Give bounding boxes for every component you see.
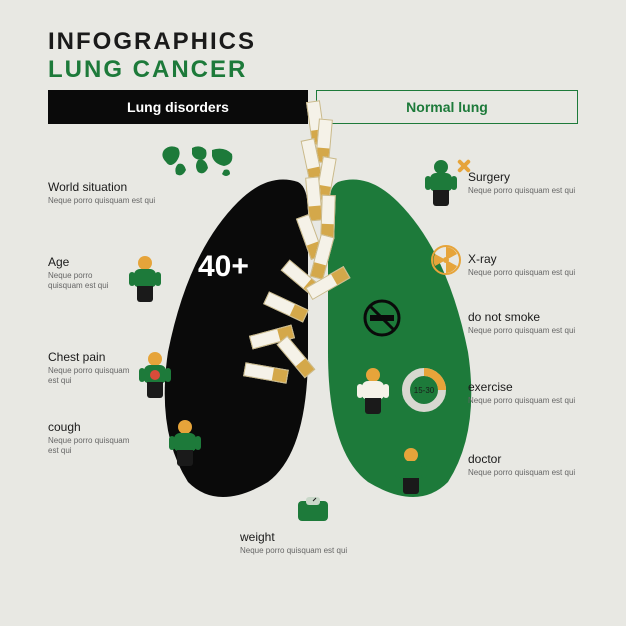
item-age: Age Neque porro quisquam est qui [48, 255, 128, 291]
item-world-situation: World situation Neque porro quisquam est… [48, 180, 188, 206]
tab-right-label: Normal lung [406, 99, 488, 115]
item-title: Chest pain [48, 350, 138, 364]
item-title: Age [48, 255, 128, 269]
item-body: Neque porro quisquam est qui [48, 366, 138, 386]
item-title: X-ray [468, 252, 588, 266]
item-no-smoke: do not smoke Neque porro quisquam est qu… [468, 310, 588, 336]
title-block: INFOGRAPHICS LUNG CANCER [48, 28, 256, 84]
item-body: Neque porro quisquam est qui [48, 436, 138, 456]
tab-normal-lung: Normal lung [316, 90, 578, 124]
item-surgery: Surgery Neque porro quisquam est qui [468, 170, 588, 196]
item-title: World situation [48, 180, 188, 194]
item-body: Neque porro quisquam est qui [468, 396, 588, 406]
item-cough: cough Neque porro quisquam est qui [48, 420, 138, 456]
item-exercise: exercise Neque porro quisquam est qui [468, 380, 588, 406]
no-smoke-icon [362, 298, 402, 338]
item-body: Neque porro quisquam est qui [468, 268, 588, 278]
item-chest-pain: Chest pain Neque porro quisquam est qui [48, 350, 138, 386]
age-badge: 40+ [198, 250, 249, 284]
radiation-icon [430, 244, 468, 294]
person-doctor-icon [396, 448, 434, 498]
cigarette-cascade [284, 116, 354, 396]
item-title: Surgery [468, 170, 588, 184]
item-body: Neque porro quisquam est qui [468, 468, 588, 478]
item-body: Neque porro quisquam est qui [240, 546, 360, 556]
item-body: Neque porro quisquam est qui [48, 196, 188, 206]
world-map-icon [158, 140, 238, 180]
tab-lung-disorders: Lung disorders [48, 90, 308, 124]
item-body: Neque porro quisquam est qui [468, 186, 588, 196]
person-chest-icon [140, 352, 178, 402]
scale-icon [296, 495, 326, 519]
item-body: Neque porro quisquam est qui [48, 271, 128, 291]
title-line-2: LUNG CANCER [48, 56, 256, 84]
person-exercise-icon [358, 368, 396, 418]
item-xray: X-ray Neque porro quisquam est qui [468, 252, 588, 278]
item-weight: weight Neque porro quisquam est qui [240, 530, 360, 556]
item-title: cough [48, 420, 138, 434]
title-line-1: INFOGRAPHICS [48, 28, 256, 56]
item-title: exercise [468, 380, 588, 394]
person-age-icon [130, 256, 168, 306]
donut-label: 15-30 [414, 386, 435, 395]
item-title: do not smoke [468, 310, 588, 324]
item-body: Neque porro quisquam est qui [468, 326, 588, 336]
person-surgery-icon [426, 160, 464, 210]
exercise-gauge-icon: 15-30 [402, 368, 442, 408]
item-doctor: doctor Neque porro quisquam est qui [468, 452, 588, 478]
person-cough-icon [170, 420, 208, 470]
tab-left-label: Lung disorders [127, 99, 229, 115]
item-title: weight [240, 530, 360, 544]
cigarette-icon [320, 195, 336, 239]
item-title: doctor [468, 452, 588, 466]
